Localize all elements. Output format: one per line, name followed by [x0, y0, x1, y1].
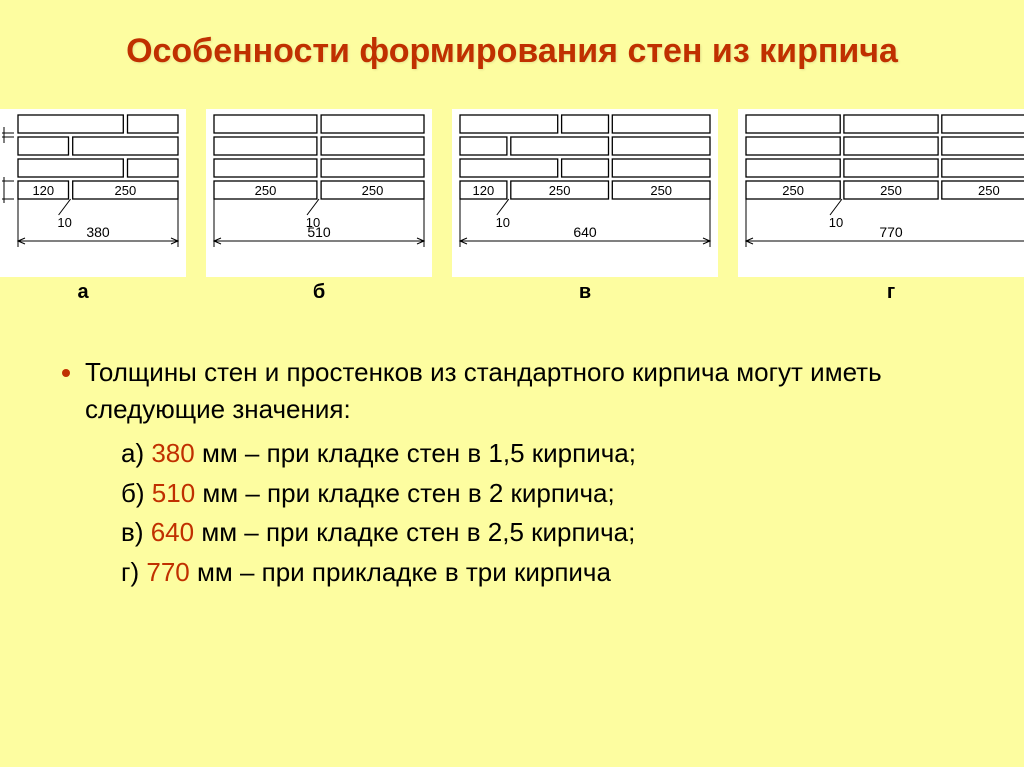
svg-text:640: 640 — [573, 224, 597, 240]
diagram-row: 120250103801065 а 25025010510 б 12025025… — [55, 109, 969, 304]
item-value: 640 — [151, 517, 194, 547]
svg-text:250: 250 — [650, 183, 672, 198]
svg-text:510: 510 — [307, 224, 331, 240]
wall-diagram: 25025010510 б — [206, 109, 432, 304]
svg-text:10: 10 — [829, 215, 843, 230]
diagram-svg: 120250103801065 — [0, 109, 186, 277]
svg-text:120: 120 — [473, 183, 495, 198]
svg-text:250: 250 — [880, 183, 902, 198]
item-value: 510 — [152, 478, 195, 508]
svg-text:380: 380 — [86, 224, 110, 240]
item-rest: мм – при кладке стен в 2,5 кирпича; — [194, 517, 635, 547]
body-text: Толщины стен и простенков из стандартног… — [55, 354, 969, 592]
diagram-svg: 250 250 250 10 770 — [738, 109, 1024, 277]
list-item: б) 510 мм – при кладке стен в 2 кирпича; — [121, 475, 969, 513]
diagram-label: г — [887, 281, 895, 304]
list-item: г) 770 мм – при прикладке в три кирпича — [121, 554, 969, 592]
svg-text:250: 250 — [782, 183, 804, 198]
diagram-label: б — [313, 281, 325, 304]
item-letter: в) — [121, 517, 151, 547]
svg-text:10: 10 — [57, 215, 71, 230]
svg-text:250: 250 — [978, 183, 1000, 198]
diagram-svg: 120 250 250 10 640 — [452, 109, 718, 277]
intro-text: Толщины стен и простенков из стандартног… — [85, 354, 969, 429]
svg-text:120: 120 — [32, 183, 54, 198]
svg-text:250: 250 — [255, 183, 277, 198]
item-value: 770 — [146, 557, 189, 587]
svg-text:250: 250 — [115, 183, 137, 198]
list-item: в) 640 мм – при кладке стен в 2,5 кирпич… — [121, 514, 969, 552]
svg-text:250: 250 — [549, 183, 571, 198]
diagram-label: в — [579, 281, 591, 304]
svg-text:250: 250 — [362, 183, 384, 198]
item-letter: а) — [121, 438, 151, 468]
diagram-label: а — [77, 281, 88, 304]
page-title: Особенности формирования стен из кирпича — [55, 30, 969, 73]
item-letter: г) — [121, 557, 146, 587]
item-value: 380 — [151, 438, 194, 468]
item-rest: мм – при прикладке в три кирпича — [190, 557, 611, 587]
list-item: а) 380 мм – при кладке стен в 1,5 кирпич… — [121, 435, 969, 473]
wall-diagram: 250 250 250 10 770 г — [738, 109, 1024, 304]
wall-diagram: 120 250 250 10 640 в — [452, 109, 718, 304]
item-rest: мм – при кладке стен в 1,5 кирпича; — [195, 438, 636, 468]
svg-text:770: 770 — [879, 224, 903, 240]
wall-diagram: 120250103801065 а — [0, 109, 186, 304]
svg-text:10: 10 — [496, 215, 510, 230]
item-letter: б) — [121, 478, 152, 508]
diagram-svg: 25025010510 — [206, 109, 432, 277]
item-rest: мм – при кладке стен в 2 кирпича; — [195, 478, 615, 508]
